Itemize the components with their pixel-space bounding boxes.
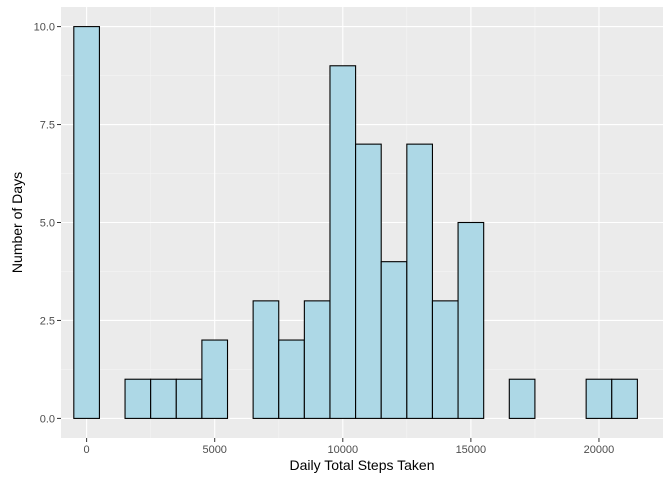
histogram-bar (175, 378, 203, 419)
histogram-bar (508, 378, 536, 419)
x-tick-label: 15000 (456, 444, 487, 456)
y-tick-label: 5.0 (40, 218, 55, 230)
y-tick-label: 10.0 (34, 22, 55, 34)
histogram-bar (406, 143, 433, 419)
histogram-bar (201, 339, 229, 419)
histogram-bar (611, 378, 638, 419)
histogram-bar (380, 261, 408, 419)
x-tick-label: 10000 (327, 444, 358, 456)
x-axis-title: Daily Total Steps Taken (289, 457, 434, 473)
histogram-bar (150, 378, 177, 419)
x-tick-label: 0 (84, 444, 90, 456)
y-axis-ticks: 0.0 2.5 5.0 7.5 10.0 (34, 22, 61, 425)
histogram-bar (431, 300, 459, 419)
y-tick-label: 7.5 (40, 120, 55, 132)
histogram-bar (252, 300, 280, 419)
histogram-bars (73, 26, 638, 419)
histogram-bar (303, 300, 331, 419)
y-tick-label: 0.0 (40, 413, 55, 425)
y-axis-title: Number of Days (9, 172, 25, 273)
x-axis-ticks: 0 5000 10000 15000 20000 (84, 438, 615, 456)
histogram-bar (585, 378, 613, 419)
histogram-bar (457, 221, 485, 419)
x-tick-label: 20000 (584, 444, 615, 456)
histogram-bar (73, 26, 100, 419)
y-tick-label: 2.5 (40, 315, 55, 327)
histogram-bar (329, 65, 357, 419)
histogram-bar (124, 378, 152, 419)
x-tick-label: 5000 (202, 444, 226, 456)
histogram-bar (355, 143, 382, 419)
histogram-bar (278, 339, 305, 419)
